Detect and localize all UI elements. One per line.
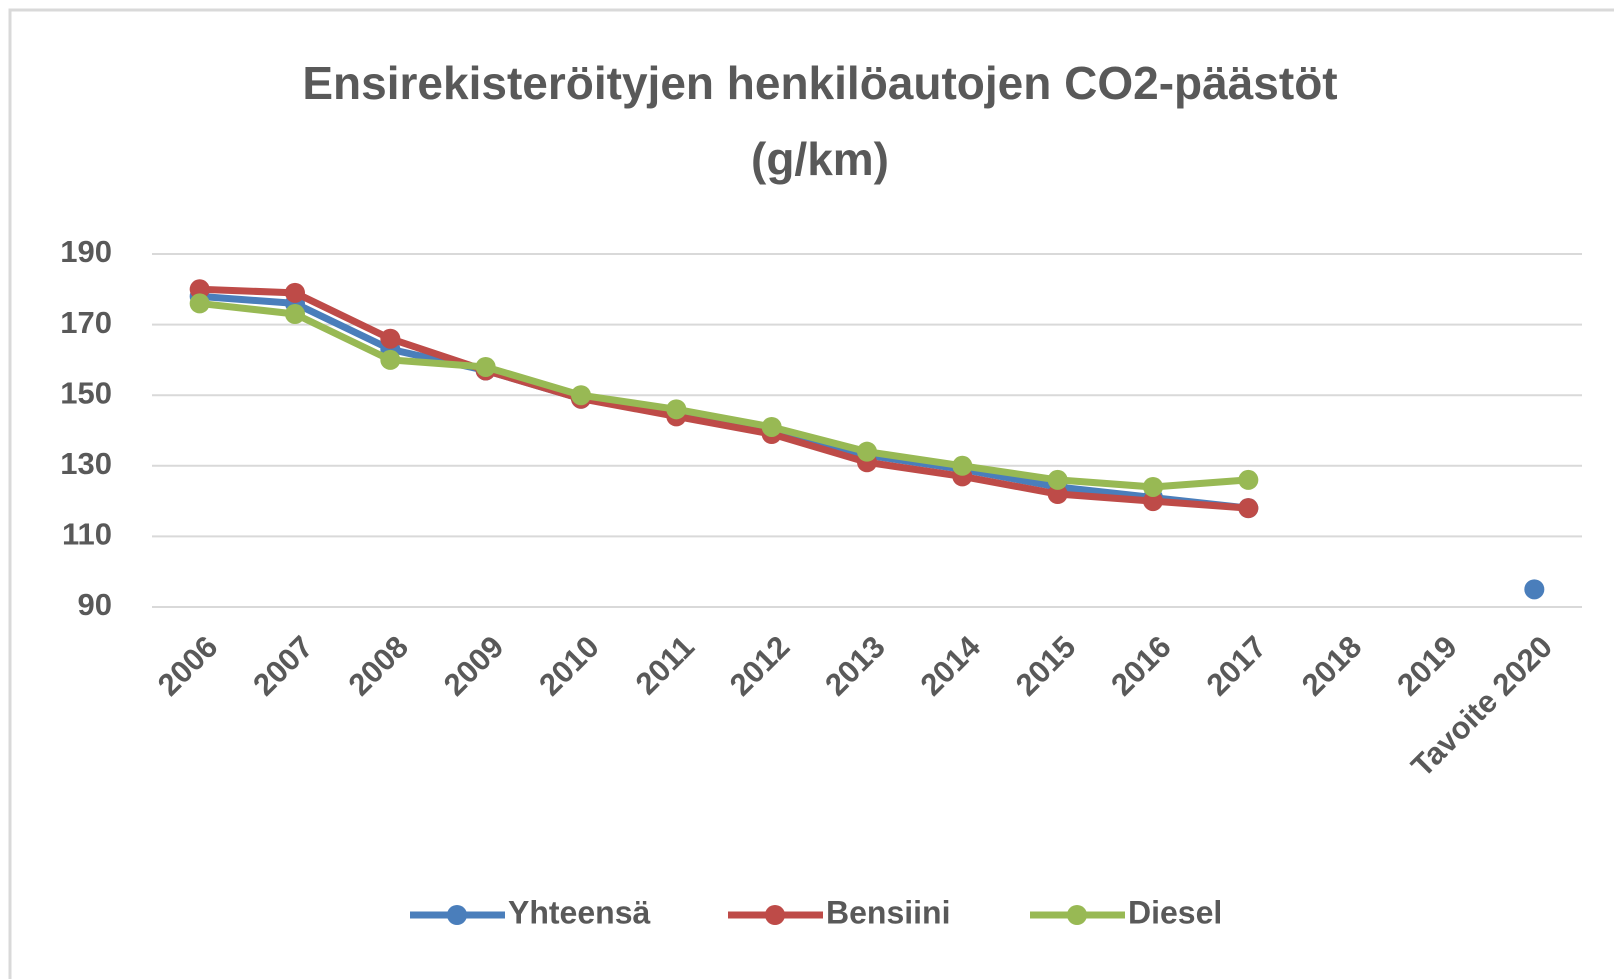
y-tick-label: 150 [60, 375, 112, 410]
data-point [1524, 579, 1545, 600]
data-point [189, 293, 210, 314]
data-point [666, 399, 687, 420]
data-point [475, 356, 496, 377]
legend-marker [1067, 905, 1087, 925]
y-tick-label: 170 [60, 305, 112, 340]
series-line [199, 285, 1249, 512]
data-point [380, 328, 401, 349]
data-point [1047, 484, 1068, 505]
series-line [199, 299, 1249, 491]
legend-marker [765, 905, 785, 925]
data-point [380, 349, 401, 370]
data-point [1143, 476, 1163, 497]
y-tick-label: 130 [60, 446, 112, 481]
chart-border [8, 8, 1614, 979]
data-point [1143, 491, 1163, 512]
y-tick-label: 110 [62, 517, 112, 552]
data-point [189, 279, 210, 300]
data-point [1238, 469, 1259, 490]
legend-label: Yhteensä [508, 894, 650, 930]
data-point [1238, 498, 1259, 519]
data-point [571, 385, 591, 406]
data-point [1047, 469, 1068, 490]
y-tick-label: 190 [60, 234, 112, 269]
legend-marker [447, 905, 467, 925]
data-point [761, 416, 782, 437]
chart-title: (g/km) [751, 133, 889, 185]
data-point [285, 304, 305, 325]
y-tick-label: 90 [78, 587, 112, 622]
chart-title: Ensirekisteröityjen henkilöautojen CO2-p… [302, 57, 1337, 109]
data-point [285, 282, 305, 303]
data-point [952, 455, 973, 476]
data-point [857, 441, 877, 462]
legend-label: Bensiini [826, 894, 950, 930]
legend-label: Diesel [1128, 894, 1222, 930]
